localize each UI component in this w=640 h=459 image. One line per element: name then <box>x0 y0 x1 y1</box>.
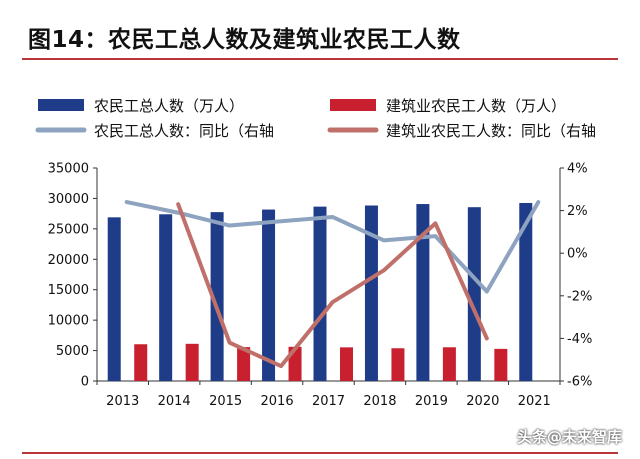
right-tick-label: 4% <box>567 162 588 177</box>
x-tick-label: 2014 <box>158 394 191 409</box>
total-workers-bar <box>416 204 430 381</box>
x-tick-label: 2018 <box>363 394 396 409</box>
x-tick-label: 2016 <box>261 394 294 409</box>
construction-workers-bar <box>134 344 148 381</box>
watermark: 头条@未来智库 <box>516 428 622 446</box>
left-tick-label: 0 <box>81 375 89 390</box>
right-tick-label: 0% <box>567 247 588 262</box>
construction-workers-yoy-line <box>176 202 489 369</box>
right-tick-label: 2% <box>567 204 588 219</box>
left-tick-label: 15000 <box>48 283 89 298</box>
construction-workers-bar <box>391 348 405 381</box>
total-workers-bar <box>210 212 224 381</box>
total-workers-yoy-line <box>124 200 541 294</box>
construction-workers-bar <box>494 348 508 381</box>
legend-label: 农民工总人数：同比（右轴 <box>94 122 274 140</box>
legend-label: 农民工总人数（万人） <box>94 97 244 115</box>
total-workers-bar <box>313 206 327 381</box>
right-tick-label: -6% <box>567 375 592 390</box>
chart-title: 图14：农民工总人数及建筑业农民工人数 <box>28 27 461 53</box>
bottom-divider <box>22 452 618 454</box>
construction-workers-bar <box>237 347 251 381</box>
left-tick-label: 10000 <box>48 314 89 329</box>
x-tick-label: 2020 <box>466 394 499 409</box>
x-tick-label: 2017 <box>312 394 345 409</box>
x-tick-label: 2013 <box>106 394 139 409</box>
x-tick-label: 2021 <box>518 394 551 409</box>
legend-swatch-bar <box>330 99 376 111</box>
x-tick-label: 2015 <box>209 394 242 409</box>
total-workers-bar <box>519 202 533 381</box>
x-tick-label: 2019 <box>415 394 448 409</box>
total-workers-bar <box>364 205 378 381</box>
left-tick-label: 30000 <box>48 192 89 207</box>
total-workers-bar <box>159 214 173 381</box>
right-tick-label: -2% <box>567 289 592 304</box>
left-tick-label: 5000 <box>56 344 89 359</box>
tick-labels: 0 5000 10000 15000 20000 25000 30000 35000 -6% -4… <box>48 162 593 410</box>
left-tick-label: 25000 <box>48 222 89 237</box>
construction-workers-bar <box>185 343 199 381</box>
bars <box>107 202 533 381</box>
legend-swatch-bar <box>38 99 84 111</box>
axes <box>93 167 564 385</box>
lines <box>124 200 541 369</box>
construction-workers-bar <box>442 347 456 381</box>
left-tick-label: 35000 <box>48 162 89 177</box>
left-tick-label: 20000 <box>48 253 89 268</box>
legend-label: 建筑业农民工人数（万人） <box>386 97 566 115</box>
construction-workers-bar <box>340 347 353 381</box>
right-tick-label: -4% <box>567 332 592 347</box>
total-workers-bar <box>467 207 481 381</box>
total-workers-bar <box>262 209 276 381</box>
title-divider <box>22 58 618 60</box>
legend-label: 建筑业农民工人数：同比（右轴 <box>386 122 596 140</box>
total-workers-bar <box>107 217 121 381</box>
legend: 农民工总人数（万人） 建筑业农民工人数（万人） 农民工总人数：同比（右轴 建筑业农民工… <box>35 97 596 140</box>
